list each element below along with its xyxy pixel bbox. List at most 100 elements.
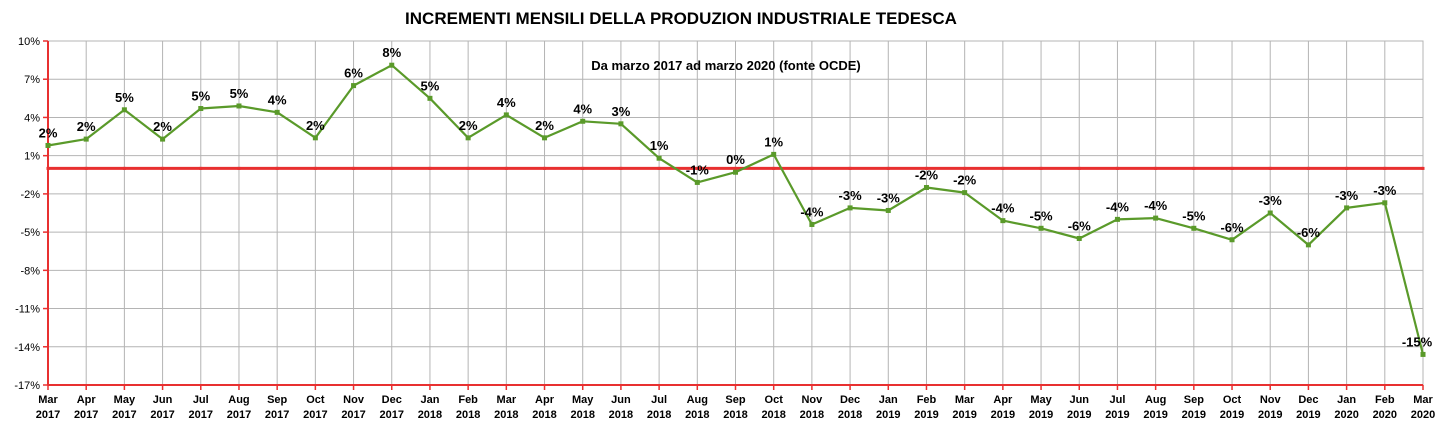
x-tick-month: Mar [1413, 394, 1433, 406]
x-tick-year: 2018 [532, 409, 556, 421]
data-label: 5% [191, 89, 210, 104]
x-tick-month: Jun [611, 394, 631, 406]
reference-line-marker [1268, 166, 1272, 170]
x-tick-month: Nov [343, 394, 365, 406]
data-point [809, 221, 815, 227]
reference-line-marker [1154, 166, 1158, 170]
x-tick-month: Apr [77, 394, 97, 406]
reference-line-marker [963, 166, 967, 170]
x-tick-month: Nov [1260, 394, 1282, 406]
x-tick-year: 2018 [685, 409, 709, 421]
reference-line-marker [390, 166, 394, 170]
data-labels: 2% 2% 5% 2% 5% 5% 4% 2% 6% 8% 5% 2% 4% 2% 4% 3% 1% -1% 0% 1… [39, 45, 1433, 349]
x-tick-month: Feb [1375, 394, 1395, 406]
x-tick-month: Sep [725, 394, 745, 406]
x-tick-year: 2017 [36, 409, 60, 421]
data-label: -5% [1029, 208, 1053, 223]
reference-line-marker [199, 166, 203, 170]
x-tick-year: 2017 [74, 409, 98, 421]
x-tick-year: 2019 [1105, 409, 1129, 421]
reference-line-marker [543, 166, 547, 170]
y-tick-label: 10% [18, 36, 40, 48]
data-point [847, 205, 853, 211]
reference-line-marker [352, 166, 356, 170]
x-tick-month: Jan [420, 394, 439, 406]
data-label: -3% [877, 190, 901, 205]
reference-line-marker [1421, 166, 1425, 170]
data-point [1267, 210, 1273, 216]
x-tick-year: 2018 [418, 409, 442, 421]
data-point [923, 185, 929, 191]
x-tick-year: 2020 [1334, 409, 1358, 421]
data-label: -4% [1106, 199, 1130, 214]
data-label: 4% [497, 95, 516, 110]
data-label: -4% [800, 204, 824, 219]
x-tick-month: Feb [458, 394, 478, 406]
data-point [503, 112, 509, 118]
x-tick-year: 2019 [1182, 409, 1206, 421]
data-label: -2% [953, 173, 977, 188]
x-tick-month: Jan [1337, 394, 1356, 406]
reference-line-marker [1039, 166, 1043, 170]
x-tick-year: 2017 [150, 409, 174, 421]
y-tick-label: -14% [14, 342, 40, 354]
data-point [1344, 205, 1350, 211]
reference-line-marker [848, 166, 852, 170]
reference-line-marker [84, 166, 88, 170]
tick-labels: 10% 7% 4% 1% -2% -5% -8% -11% -14% -17% Mar 2017 Apr… [14, 36, 1435, 421]
data-point [274, 109, 280, 115]
data-label: 6% [344, 66, 363, 81]
data-label: -5% [1182, 208, 1206, 223]
data-point [618, 121, 624, 127]
x-tick-year: 2019 [1029, 409, 1053, 421]
data-label: -2% [915, 168, 939, 183]
x-tick-month: Sep [267, 394, 287, 406]
x-tick-year: 2018 [494, 409, 518, 421]
data-label: 8% [382, 45, 401, 60]
reference-line-marker [275, 166, 279, 170]
x-tick-month: May [572, 394, 594, 406]
reference-line-marker [657, 166, 661, 170]
data-point [198, 106, 204, 112]
data-point [1305, 242, 1311, 248]
data-point [1114, 216, 1120, 222]
x-tick-year: 2018 [570, 409, 594, 421]
x-tick-month: Nov [801, 394, 823, 406]
data-label: -6% [1297, 225, 1321, 240]
data-label: 0% [726, 152, 745, 167]
data-label: 5% [115, 90, 134, 105]
data-label: -6% [1068, 218, 1092, 233]
y-tick-label: 7% [24, 74, 40, 86]
data-point [580, 118, 586, 124]
reference-line-marker [1383, 166, 1387, 170]
data-point [389, 62, 395, 68]
reference-line-marker [1001, 166, 1005, 170]
chart-subtitle: Da marzo 2017 ad marzo 2020 (fonte OCDE) [591, 58, 860, 73]
data-point [1076, 235, 1082, 241]
data-point [1038, 225, 1044, 231]
data-label: -4% [1144, 198, 1168, 213]
x-tick-year: 2017 [112, 409, 136, 421]
x-tick-month: Feb [917, 394, 937, 406]
data-point [1153, 215, 1159, 221]
gridlines [48, 40, 1424, 386]
data-label: -1% [686, 162, 710, 177]
reference-line-marker [1306, 166, 1310, 170]
reference-line-marker [810, 166, 814, 170]
reference-line-marker [734, 166, 737, 170]
x-tick-year: 2020 [1373, 409, 1397, 421]
x-tick-month: Oct [765, 394, 784, 406]
series-line [45, 62, 1426, 357]
data-label: 2% [153, 119, 172, 134]
data-label: 5% [230, 86, 249, 101]
x-tick-month: Aug [687, 394, 708, 406]
y-tick-label: -11% [15, 304, 40, 316]
data-point [1191, 225, 1197, 231]
x-tick-month: Jul [651, 394, 667, 406]
x-tick-year: 2019 [914, 409, 938, 421]
data-label: -6% [1220, 220, 1244, 235]
x-tick-year: 2019 [876, 409, 900, 421]
x-tick-year: 2019 [1296, 409, 1320, 421]
data-point [733, 169, 738, 175]
